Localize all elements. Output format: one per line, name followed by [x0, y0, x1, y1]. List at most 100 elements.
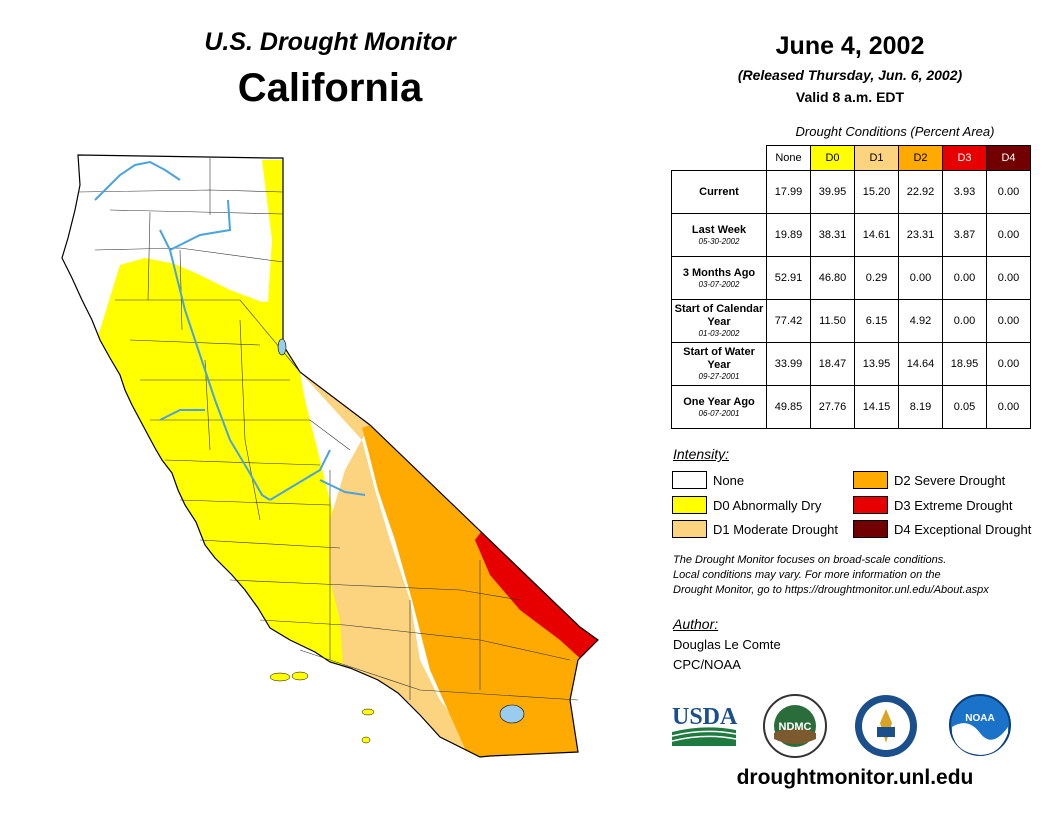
- legend-item-d2: D2 Severe Drought: [853, 471, 1005, 489]
- legend-swatch: [672, 496, 707, 514]
- cell-value: 49.85: [767, 386, 811, 429]
- table-row: Start of Water Year 09-27-2001 33.99 18.4…: [672, 343, 1031, 386]
- row-label: One Year Ago 06-07-2001: [672, 386, 767, 429]
- release-date: (Released Thursday, Jun. 6, 2002): [700, 67, 1000, 83]
- cell-value: 0.00: [987, 300, 1031, 343]
- salton-sea-lake: [500, 705, 524, 723]
- svg-text:NDMC: NDMC: [779, 721, 812, 733]
- legend-swatch: [672, 520, 707, 538]
- legend-swatch: [853, 520, 888, 538]
- cell-value: 6.15: [855, 300, 899, 343]
- cell-value: 0.00: [987, 171, 1031, 214]
- legend-label: D2 Severe Drought: [894, 473, 1005, 488]
- cell-value: 0.00: [943, 300, 987, 343]
- col-header-d1: D1: [855, 146, 899, 171]
- legend-title: Intensity:: [673, 446, 729, 462]
- table-row: 3 Months Ago 03-07-2002 52.91 46.80 0.29 …: [672, 257, 1031, 300]
- cell-value: 15.20: [855, 171, 899, 214]
- cell-value: 14.64: [899, 343, 943, 386]
- cell-value: 22.92: [899, 171, 943, 214]
- cell-value: 0.00: [987, 214, 1031, 257]
- lake-tahoe: [278, 339, 286, 355]
- cell-value: 52.91: [767, 257, 811, 300]
- table-row: Last Week 05-30-2002 19.89 38.31 14.61 23…: [672, 214, 1031, 257]
- legend-item-none: None: [672, 471, 744, 489]
- table-header-row: None D0 D1 D2 D3 D4: [672, 146, 1031, 171]
- cell-value: 14.61: [855, 214, 899, 257]
- cell-value: 3.93: [943, 171, 987, 214]
- disclaimer-note: The Drought Monitor focuses on broad-sca…: [673, 553, 1053, 598]
- commerce-seal-logo: [853, 693, 919, 759]
- legend-label: None: [713, 473, 744, 488]
- noaa-logo: NOAA: [948, 693, 1012, 757]
- svg-text:USDA: USDA: [672, 704, 738, 730]
- drought-conditions-table: None D0 D1 D2 D3 D4 Current 17.99 39.95 …: [671, 145, 1031, 429]
- table-corner: [672, 146, 767, 171]
- cell-value: 4.92: [899, 300, 943, 343]
- row-label: Start of Water Year 09-27-2001: [672, 343, 767, 386]
- cell-value: 0.00: [987, 257, 1031, 300]
- california-drought-map: [0, 0, 660, 816]
- cell-value: 0.05: [943, 386, 987, 429]
- legend-label: D3 Extreme Drought: [894, 498, 1013, 513]
- cell-value: 17.99: [767, 171, 811, 214]
- author-name: Douglas Le Comte: [673, 637, 781, 652]
- legend-label: D4 Exceptional Drought: [894, 522, 1031, 537]
- cell-value: 33.99: [767, 343, 811, 386]
- cell-value: 0.29: [855, 257, 899, 300]
- legend-swatch: [853, 496, 888, 514]
- col-header-d0: D0: [811, 146, 855, 171]
- cell-value: 14.15: [855, 386, 899, 429]
- table-row: One Year Ago 06-07-2001 49.85 27.76 14.15…: [672, 386, 1031, 429]
- ndmc-logo: NDMC: [762, 693, 828, 759]
- row-label: Start of Calendar Year 01-03-2002: [672, 300, 767, 343]
- legend-label: D1 Moderate Drought: [713, 522, 838, 537]
- legend-item-d0: D0 Abnormally Dry: [672, 496, 821, 514]
- svg-text:NOAA: NOAA: [965, 713, 994, 724]
- cell-value: 18.47: [811, 343, 855, 386]
- table-row: Start of Calendar Year 01-03-2002 77.42 1…: [672, 300, 1031, 343]
- cell-value: 23.31: [899, 214, 943, 257]
- legend-item-d4: D4 Exceptional Drought: [853, 520, 1031, 538]
- table-row: Current 17.99 39.95 15.20 22.92 3.93 0.0…: [672, 171, 1031, 214]
- map-date: June 4, 2002: [730, 32, 970, 61]
- cell-value: 8.19: [899, 386, 943, 429]
- row-label: Current: [672, 171, 767, 214]
- legend-label: D0 Abnormally Dry: [713, 498, 821, 513]
- row-label: 3 Months Ago 03-07-2002: [672, 257, 767, 300]
- legend-item-d3: D3 Extreme Drought: [853, 496, 1013, 514]
- legend-item-d1: D1 Moderate Drought: [672, 520, 838, 538]
- table-caption: Drought Conditions (Percent Area): [760, 124, 1030, 139]
- col-header-none: None: [767, 146, 811, 171]
- cell-value: 0.00: [987, 343, 1031, 386]
- note-line: The Drought Monitor focuses on broad-sca…: [673, 553, 1053, 568]
- usda-logo: USDA: [672, 700, 738, 748]
- footer-url[interactable]: droughtmonitor.unl.edu: [700, 766, 1010, 790]
- region-d0: [60, 258, 345, 700]
- cell-value: 0.00: [943, 257, 987, 300]
- cell-value: 11.50: [811, 300, 855, 343]
- col-header-d4: D4: [987, 146, 1031, 171]
- cell-value: 0.00: [987, 386, 1031, 429]
- col-header-d3: D3: [943, 146, 987, 171]
- cell-value: 46.80: [811, 257, 855, 300]
- cell-value: 19.89: [767, 214, 811, 257]
- row-label: Last Week 05-30-2002: [672, 214, 767, 257]
- col-header-d2: D2: [899, 146, 943, 171]
- cell-value: 0.00: [899, 257, 943, 300]
- legend-swatch: [672, 471, 707, 489]
- note-line: Drought Monitor, go to https://droughtmo…: [673, 583, 1053, 598]
- cell-value: 38.31: [811, 214, 855, 257]
- note-line: Local conditions may vary. For more info…: [673, 568, 1053, 583]
- legend-swatch: [853, 471, 888, 489]
- cell-value: 77.42: [767, 300, 811, 343]
- cell-value: 13.95: [855, 343, 899, 386]
- cell-value: 39.95: [811, 171, 855, 214]
- valid-time: Valid 8 a.m. EDT: [700, 89, 1000, 105]
- author-org: CPC/NOAA: [673, 657, 741, 672]
- channel-islands: [270, 672, 374, 743]
- author-title: Author:: [673, 616, 718, 632]
- cell-value: 27.76: [811, 386, 855, 429]
- cell-value: 3.87: [943, 214, 987, 257]
- cell-value: 18.95: [943, 343, 987, 386]
